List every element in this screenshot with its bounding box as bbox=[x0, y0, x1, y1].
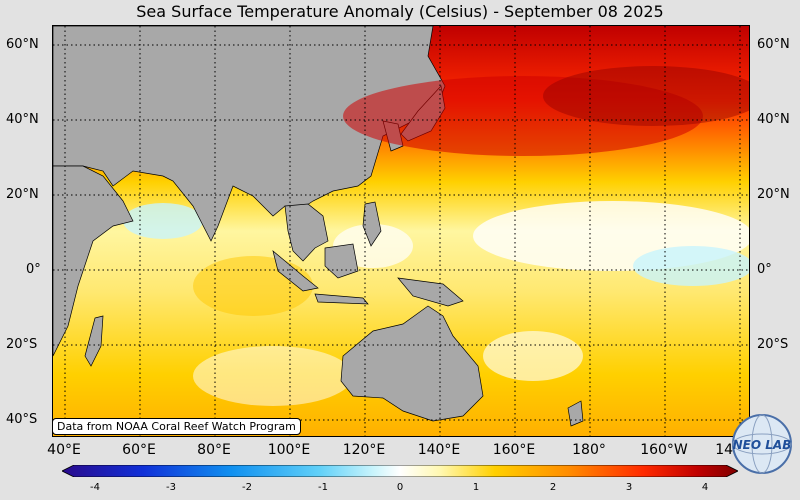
cool-patch-tasman bbox=[483, 331, 583, 381]
map-title: Sea Surface Temperature Anomaly (Celsius… bbox=[136, 2, 664, 21]
lon-label-80e: 80°E bbox=[197, 442, 231, 458]
lat-label-40s-left: 40°S bbox=[6, 412, 38, 427]
colorbar-tick-minus3: -3 bbox=[166, 482, 176, 493]
neo-lab-logo: NEO LAB bbox=[731, 413, 793, 475]
colorbar bbox=[61, 462, 739, 478]
lat-label-60n-right: 60°N bbox=[757, 37, 790, 52]
cool-patch-east bbox=[633, 246, 749, 286]
lon-label-160w: 160°W bbox=[640, 442, 688, 458]
lat-label-60n-left: 60°N bbox=[6, 37, 39, 52]
colorbar-tick-4: 4 bbox=[701, 482, 709, 493]
logo-text: NEO LAB bbox=[733, 438, 792, 452]
data-credit: Data from NOAA Coral Reef Watch Program bbox=[52, 418, 301, 435]
colorbar-svg bbox=[61, 464, 739, 478]
lon-label-160e: 160°E bbox=[492, 442, 536, 458]
graticule bbox=[53, 26, 749, 436]
colorbar-tick-1: 1 bbox=[472, 482, 480, 493]
lon-label-40e: 40°E bbox=[47, 442, 81, 458]
warm-anomaly-nw-pacific bbox=[343, 76, 703, 156]
lat-label-20s-left: 20°S bbox=[6, 337, 38, 352]
colorbar-tick-minus1: -1 bbox=[318, 482, 328, 493]
colorbar-tick-minus2: -2 bbox=[242, 482, 252, 493]
warm-anomaly-ne-pacific bbox=[543, 66, 749, 126]
lat-label-0-right: 0° bbox=[757, 262, 772, 277]
lon-label-180: 180° bbox=[572, 442, 606, 458]
sst-anomaly-map bbox=[52, 25, 750, 437]
colorbar-tick-3: 3 bbox=[625, 482, 633, 493]
lat-label-0-left: 0° bbox=[26, 262, 41, 277]
lat-label-40n-left: 40°N bbox=[6, 112, 39, 127]
colorbar-tick-0: 0 bbox=[396, 482, 404, 493]
colorbar-tick-minus4: -4 bbox=[90, 482, 100, 493]
lon-label-60e: 60°E bbox=[122, 442, 156, 458]
colorbar-tick-2: 2 bbox=[549, 482, 557, 493]
lon-label-100e: 100°E bbox=[267, 442, 311, 458]
lat-label-20s-right: 20°S bbox=[757, 337, 789, 352]
logo-globe-icon: NEO LAB bbox=[732, 414, 792, 474]
cool-patch-south-indian bbox=[193, 346, 353, 406]
colorbar-gradient bbox=[61, 464, 739, 478]
warm-patch-indian bbox=[193, 256, 313, 316]
lat-label-20n-left: 20°N bbox=[6, 187, 39, 202]
cool-patch-arabian bbox=[123, 203, 203, 239]
map-canvas bbox=[53, 26, 749, 436]
lat-label-20n-right: 20°N bbox=[757, 187, 790, 202]
lon-label-120e: 120°E bbox=[342, 442, 386, 458]
lat-label-40n-right: 40°N bbox=[757, 112, 790, 127]
lon-label-140e: 140°E bbox=[417, 442, 461, 458]
